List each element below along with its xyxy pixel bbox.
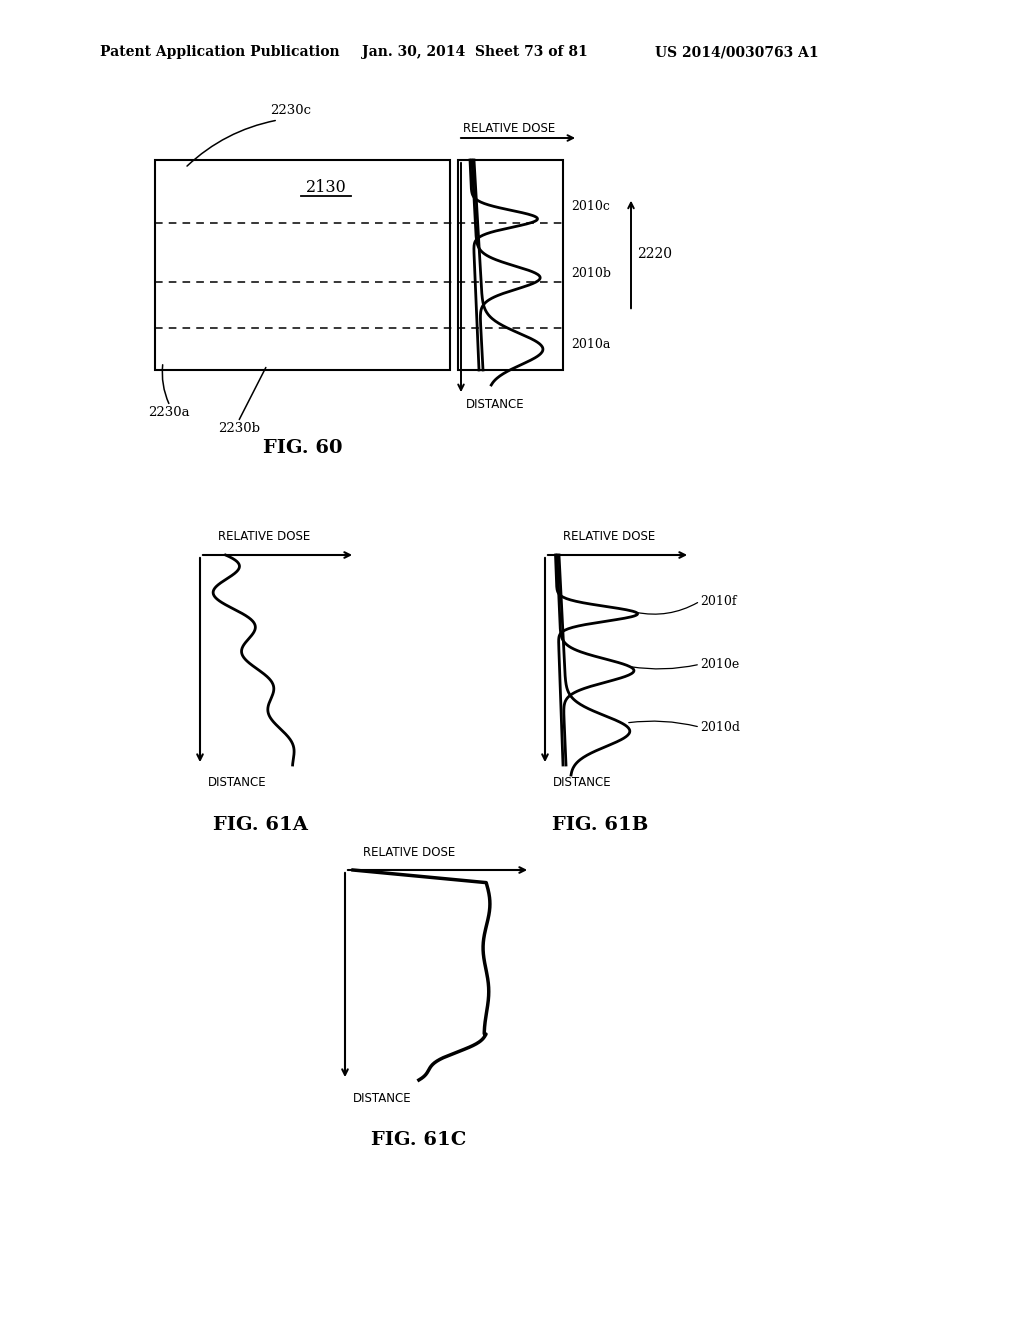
- Text: FIG. 61B: FIG. 61B: [552, 816, 648, 834]
- Text: RELATIVE DOSE: RELATIVE DOSE: [463, 121, 555, 135]
- Text: FIG. 61A: FIG. 61A: [213, 816, 307, 834]
- Text: DISTANCE: DISTANCE: [466, 399, 524, 412]
- Text: 2230a: 2230a: [148, 405, 189, 418]
- Text: RELATIVE DOSE: RELATIVE DOSE: [563, 531, 655, 544]
- Text: 2010e: 2010e: [700, 657, 739, 671]
- Text: Patent Application Publication: Patent Application Publication: [100, 45, 340, 59]
- Text: 2230b: 2230b: [218, 421, 260, 434]
- Text: FIG. 61C: FIG. 61C: [372, 1131, 467, 1148]
- Text: RELATIVE DOSE: RELATIVE DOSE: [218, 531, 310, 544]
- Text: DISTANCE: DISTANCE: [353, 1092, 412, 1105]
- Text: 2010a: 2010a: [571, 338, 610, 351]
- Text: RELATIVE DOSE: RELATIVE DOSE: [362, 846, 456, 858]
- Text: 2230c: 2230c: [270, 103, 311, 116]
- Text: 2010c: 2010c: [571, 199, 610, 213]
- Text: 2220: 2220: [637, 248, 672, 261]
- Text: 2010b: 2010b: [571, 267, 611, 280]
- Text: FIG. 60: FIG. 60: [263, 440, 342, 457]
- Text: DISTANCE: DISTANCE: [553, 776, 611, 789]
- Text: 2130: 2130: [306, 180, 346, 197]
- Bar: [155, 160, 450, 370]
- Text: 2010f: 2010f: [700, 595, 736, 607]
- Text: US 2014/0030763 A1: US 2014/0030763 A1: [655, 45, 818, 59]
- Text: 2010d: 2010d: [700, 721, 740, 734]
- Bar: [458, 160, 563, 370]
- Text: DISTANCE: DISTANCE: [208, 776, 266, 789]
- Text: Jan. 30, 2014  Sheet 73 of 81: Jan. 30, 2014 Sheet 73 of 81: [362, 45, 588, 59]
